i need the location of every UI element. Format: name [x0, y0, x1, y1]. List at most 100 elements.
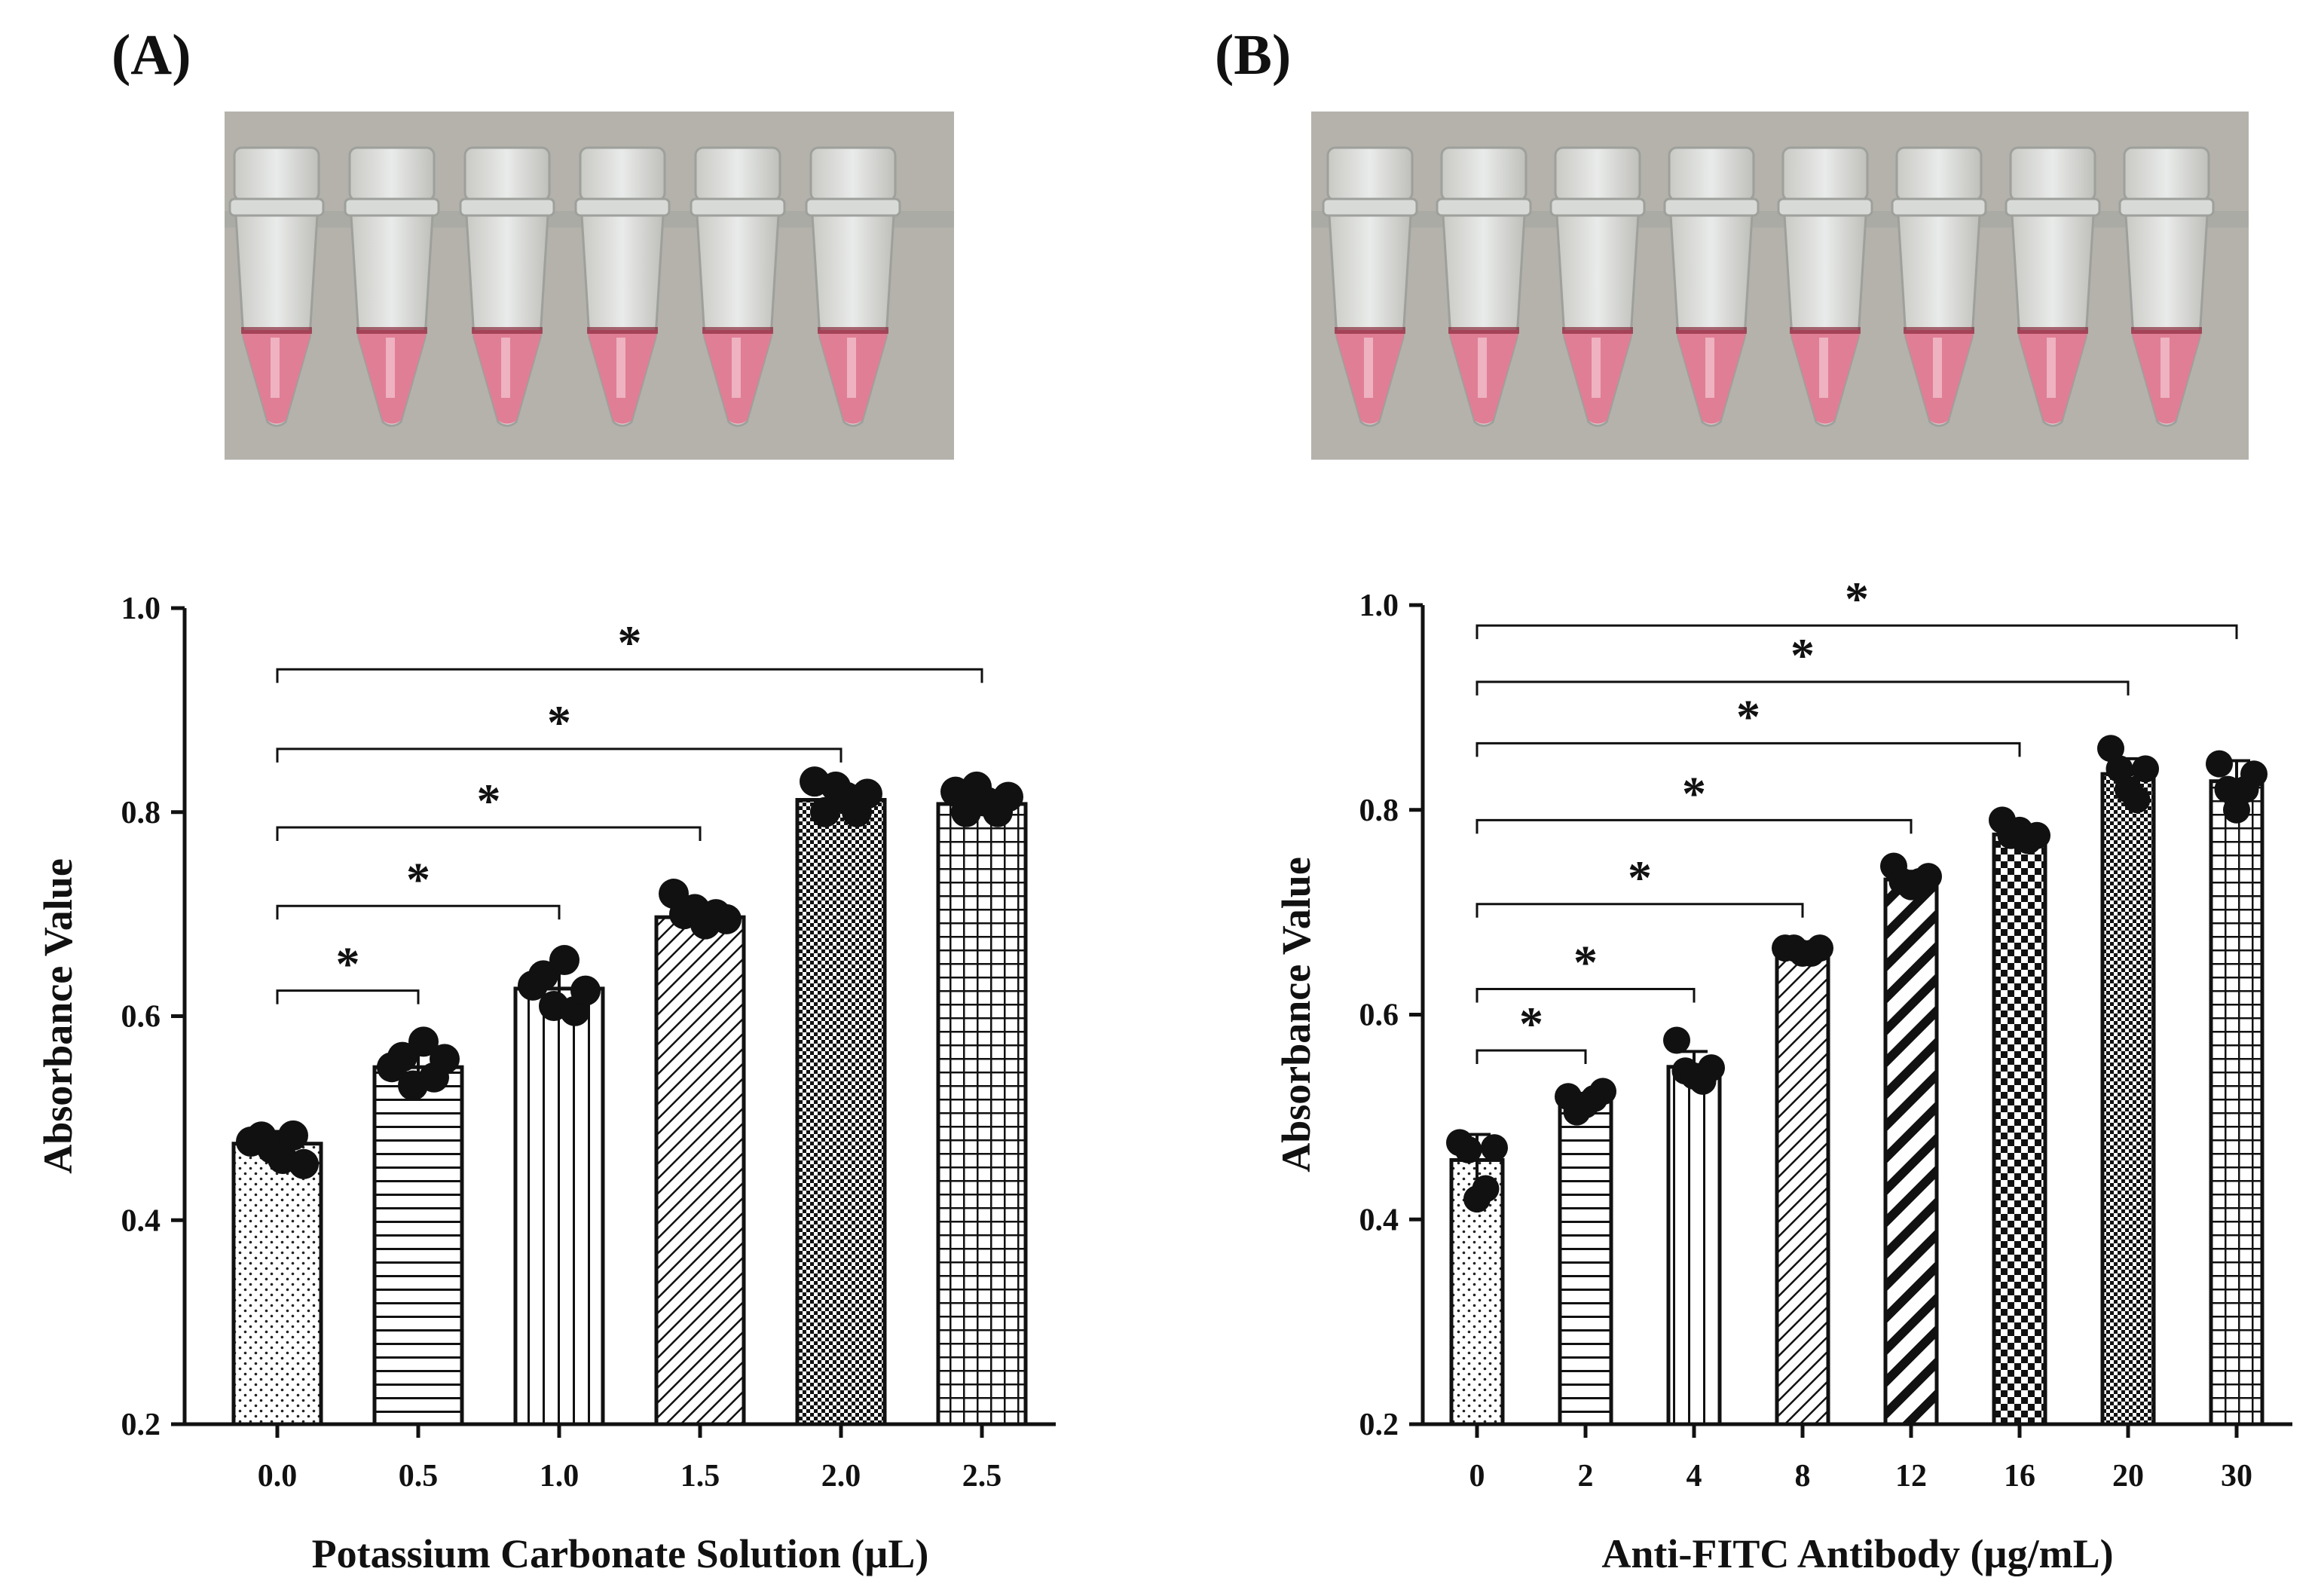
tube-rim [1436, 197, 1532, 217]
liquid-meniscus [356, 327, 427, 334]
liquid-meniscus [1562, 327, 1633, 334]
liquid-highlight [1592, 338, 1601, 398]
x-tick-label: 2.0 [821, 1459, 861, 1494]
x-tick-label: 2 [1578, 1459, 1594, 1494]
significance-star: * [618, 616, 642, 669]
data-point [810, 796, 840, 827]
y-tick-label: 1.0 [121, 592, 161, 626]
significance-bracket [1476, 903, 1804, 918]
tube-rim [805, 197, 901, 217]
tube [574, 146, 671, 427]
tube [2005, 146, 2101, 427]
data-point [1472, 1175, 1500, 1203]
tube-cap [694, 146, 781, 202]
liquid-highlight [1933, 338, 1942, 398]
data-point [711, 903, 742, 934]
significance-star: * [1628, 851, 1652, 904]
significance-bracket [276, 668, 983, 683]
tube-cap [2123, 146, 2210, 202]
y-tick-label: 0.8 [121, 796, 161, 830]
significance-bracket [1476, 741, 2021, 757]
tube-rim [344, 197, 440, 217]
tube-rim [574, 197, 671, 217]
tube-cap [463, 146, 551, 202]
x-tick-label: 0 [1469, 1459, 1485, 1494]
tube-photo-a [225, 112, 954, 460]
x-axis-title: Anti-FITC Antibody (µg/mL) [1601, 1531, 2113, 1576]
data-point [430, 1044, 460, 1075]
tube-rim [2005, 197, 2101, 217]
tube-cap [348, 146, 436, 202]
bar [1558, 1099, 1613, 1426]
liquid-meniscus [2017, 327, 2088, 334]
liquid-highlight [1364, 338, 1373, 398]
bar [936, 802, 1028, 1426]
panel-label-b: (B) [1215, 23, 1292, 87]
y-tick-label: 0.4 [121, 1203, 161, 1238]
significance-bracket [1476, 624, 2238, 640]
x-tick-label: 12 [1895, 1459, 1927, 1494]
tube [690, 146, 786, 427]
tube [1322, 146, 1418, 427]
tube [459, 146, 555, 427]
x-tick-label: 0.0 [258, 1459, 298, 1494]
tube [1549, 146, 1646, 427]
bar [795, 798, 887, 1426]
data-point [1589, 1078, 1616, 1105]
x-tick-label: 4 [1687, 1459, 1702, 1494]
liquid-meniscus [702, 327, 773, 334]
data-point [1454, 1136, 1482, 1163]
tube-rim [1322, 197, 1418, 217]
significance-star: * [1573, 936, 1598, 989]
liquid-highlight [1819, 338, 1828, 398]
significance-star: * [477, 774, 501, 827]
liquid-highlight [732, 338, 741, 398]
data-point [1698, 1054, 1725, 1082]
data-point [570, 975, 601, 1006]
liquid-highlight [1705, 338, 1714, 398]
tube [805, 146, 901, 427]
tube-cap [579, 146, 666, 202]
liquid-meniscus [818, 327, 888, 334]
tube [344, 146, 440, 427]
tube-rim [1663, 197, 1760, 217]
bar [2100, 772, 2156, 1426]
data-point [408, 1026, 439, 1057]
tube [1777, 146, 1873, 427]
x-tick-label: 1.5 [680, 1459, 720, 1494]
tube-cap [2009, 146, 2096, 202]
data-point [2206, 750, 2233, 778]
significance-star: * [1682, 766, 1706, 820]
y-tick-label: 0.6 [121, 1000, 161, 1035]
tube-cap [1326, 146, 1414, 202]
data-point [528, 960, 558, 991]
tube-cap [1440, 146, 1527, 202]
liquid-meniscus [1790, 327, 1861, 334]
liquid-meniscus [1676, 327, 1747, 334]
y-tick-label: 1.0 [1359, 589, 1399, 623]
x-tick-label: 16 [2004, 1459, 2035, 1494]
bar [1666, 1065, 1722, 1426]
tube [1663, 146, 1760, 427]
bar [513, 986, 605, 1426]
data-point [852, 778, 882, 809]
significance-bracket [1476, 988, 1696, 1003]
tube-rim [2118, 197, 2215, 217]
data-point [2097, 735, 2124, 763]
bar [2209, 779, 2264, 1426]
data-point [1481, 1134, 1508, 1162]
tube-rim [459, 197, 555, 217]
tube-rim [1549, 197, 1646, 217]
x-tick-label: 1.0 [540, 1459, 580, 1494]
bar [654, 915, 746, 1426]
significance-bracket [276, 989, 420, 1004]
data-point [387, 1041, 417, 1072]
significance-bracket [1476, 1049, 1587, 1065]
x-axis-title: Potassium Carbonate Solution (µL) [312, 1531, 929, 1576]
data-point [1806, 934, 1833, 962]
y-tick-label: 0.8 [1359, 793, 1399, 828]
tube [2118, 146, 2215, 427]
x-tick-label: 2.5 [962, 1459, 1002, 1494]
tube-cap [233, 146, 320, 202]
